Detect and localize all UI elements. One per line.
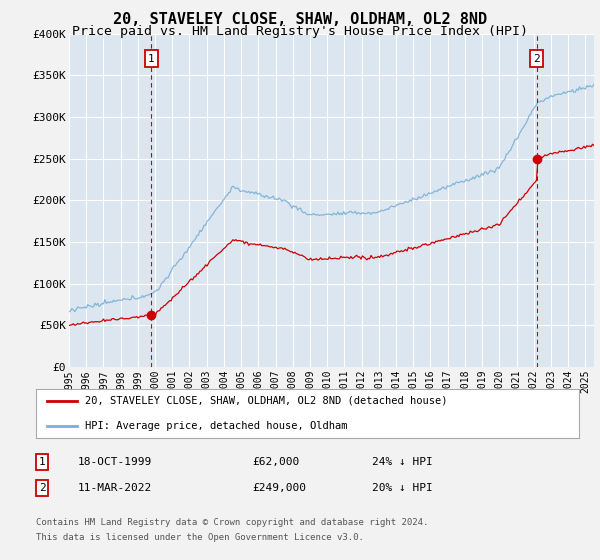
Text: 20, STAVELEY CLOSE, SHAW, OLDHAM, OL2 8ND (detached house): 20, STAVELEY CLOSE, SHAW, OLDHAM, OL2 8N… [85, 396, 448, 406]
Text: 20% ↓ HPI: 20% ↓ HPI [372, 483, 433, 493]
Text: Contains HM Land Registry data © Crown copyright and database right 2024.: Contains HM Land Registry data © Crown c… [36, 518, 428, 527]
Text: £249,000: £249,000 [252, 483, 306, 493]
Text: 1: 1 [148, 54, 155, 64]
Text: HPI: Average price, detached house, Oldham: HPI: Average price, detached house, Oldh… [85, 421, 347, 431]
Text: 20, STAVELEY CLOSE, SHAW, OLDHAM, OL2 8ND: 20, STAVELEY CLOSE, SHAW, OLDHAM, OL2 8N… [113, 12, 487, 27]
Text: 2: 2 [533, 54, 540, 64]
Text: Price paid vs. HM Land Registry's House Price Index (HPI): Price paid vs. HM Land Registry's House … [72, 25, 528, 38]
Text: 1: 1 [38, 457, 46, 467]
Text: 2: 2 [38, 483, 46, 493]
Text: 24% ↓ HPI: 24% ↓ HPI [372, 457, 433, 467]
Text: 18-OCT-1999: 18-OCT-1999 [78, 457, 152, 467]
Text: 11-MAR-2022: 11-MAR-2022 [78, 483, 152, 493]
Text: £62,000: £62,000 [252, 457, 299, 467]
Text: This data is licensed under the Open Government Licence v3.0.: This data is licensed under the Open Gov… [36, 533, 364, 542]
